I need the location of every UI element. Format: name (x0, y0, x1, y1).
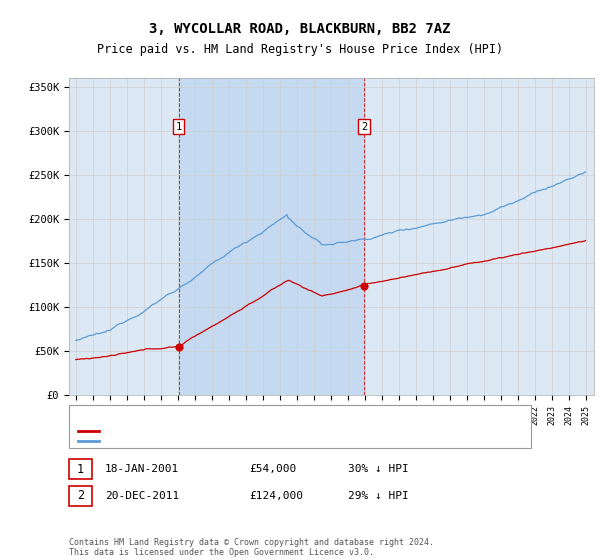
Text: 3, WYCOLLAR ROAD, BLACKBURN, BB2 7AZ: 3, WYCOLLAR ROAD, BLACKBURN, BB2 7AZ (149, 22, 451, 36)
Point (174, 343, 184, 352)
Text: 1: 1 (175, 122, 182, 132)
Text: 29% ↓ HPI: 29% ↓ HPI (348, 491, 409, 501)
Text: Price paid vs. HM Land Registry's House Price Index (HPI): Price paid vs. HM Land Registry's House … (97, 43, 503, 56)
Text: Contains HM Land Registry data © Crown copyright and database right 2024.
This d: Contains HM Land Registry data © Crown c… (69, 538, 434, 557)
Text: 18-JAN-2001: 18-JAN-2001 (105, 464, 179, 474)
Text: 20-DEC-2011: 20-DEC-2011 (105, 491, 179, 501)
Text: 2: 2 (361, 122, 367, 132)
Point (359, 281, 369, 290)
Text: £124,000: £124,000 (249, 491, 303, 501)
Text: 30% ↓ HPI: 30% ↓ HPI (348, 464, 409, 474)
Text: £54,000: £54,000 (249, 464, 296, 474)
Text: HPI: Average price, detached house, Blackburn with Darwen: HPI: Average price, detached house, Blac… (102, 436, 437, 446)
Text: 1: 1 (77, 463, 84, 476)
Text: 2: 2 (77, 489, 84, 502)
Text: 3, WYCOLLAR ROAD, BLACKBURN, BB2 7AZ (detached house): 3, WYCOLLAR ROAD, BLACKBURN, BB2 7AZ (de… (102, 426, 413, 436)
Bar (179, 78, 364, 395)
